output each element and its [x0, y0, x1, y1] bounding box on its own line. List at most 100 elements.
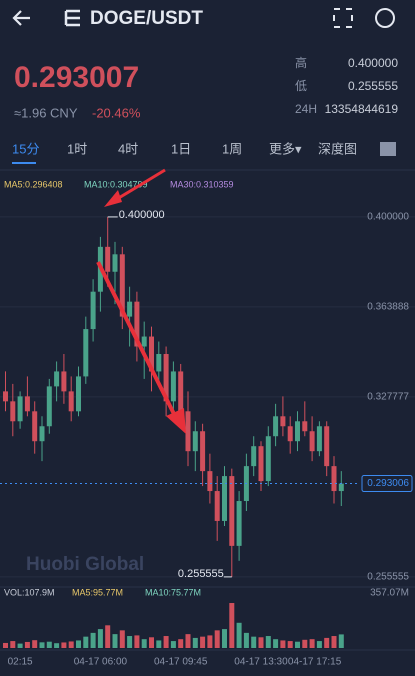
volume-bar [192, 637, 198, 648]
settings-icon[interactable] [375, 8, 395, 28]
volume-bar [295, 641, 300, 648]
candle-body [32, 411, 38, 442]
candle-body [156, 353, 162, 372]
candle-body [76, 376, 81, 412]
volume-bar [141, 639, 147, 648]
stat-label: 高 [295, 55, 307, 70]
volume-bar [207, 635, 213, 648]
candle-body [324, 426, 330, 467]
candle-body [149, 336, 154, 372]
volume-bar [287, 641, 293, 648]
cny: ≈1.96 CNY [14, 105, 78, 120]
stat-label: 低 [295, 79, 307, 93]
volume-bar [54, 643, 60, 648]
candle-body [178, 371, 184, 412]
volume-bar [83, 636, 89, 648]
volume-bar [61, 642, 67, 648]
low-label: 0.255555 [178, 568, 224, 580]
candle-body [222, 476, 227, 521]
tools-icon[interactable] [380, 142, 396, 156]
volume-bar [338, 634, 344, 648]
x-tick-label: 04-17 17:15 [288, 657, 342, 668]
volume-bar [265, 636, 271, 648]
volume-bar [251, 636, 257, 648]
candle-body [273, 416, 279, 437]
candle-body [170, 371, 176, 402]
pair: DOGE/USDT [90, 8, 203, 29]
stat-value: 0.255555 [348, 79, 398, 93]
candle-body [251, 446, 257, 467]
x-tick-label: 04-17 13:30 [234, 657, 288, 668]
tab[interactable]: 深度图 [318, 141, 357, 156]
volume-tick-label: 357.07M [370, 588, 409, 599]
scan-icon[interactable] [333, 8, 353, 28]
candle-body [68, 391, 74, 412]
ma-label: MA30:0.310359 [170, 179, 234, 189]
volume-bar [3, 642, 8, 648]
volume-bar [46, 641, 52, 648]
tab[interactable]: 1日 [171, 141, 191, 156]
candle-body [192, 431, 198, 452]
ma-label: MA5:0.296408 [4, 179, 63, 189]
volume-legend: MA10:75.77M [145, 587, 201, 597]
y-tick-label: 0.400000 [367, 212, 409, 223]
tab[interactable]: 1时 [67, 141, 87, 156]
volume-legend: VOL:107.9M [4, 587, 55, 597]
candle-body [287, 426, 293, 442]
volume-legend: MA5:95.77M [72, 587, 123, 597]
tab-underline [12, 162, 36, 164]
volume-bar [243, 632, 249, 648]
volume-bar [97, 629, 103, 648]
stats: 高 0.400000 低 0.255555 24H 13354844619 [295, 55, 398, 116]
volume-bar [185, 634, 191, 648]
candle-body [119, 254, 125, 317]
candle-body [236, 501, 242, 546]
x-tick-label: 02:15 [8, 657, 33, 668]
chart: 0.400000 0.363888 0.327777 0.255555 0.400000… [0, 209, 415, 668]
volume-bar [324, 637, 330, 648]
candle-body [229, 476, 235, 546]
candle-body [302, 421, 308, 432]
ma-label: MA10:0.304799 [84, 179, 148, 189]
candle-body [127, 301, 133, 317]
volume-bar [200, 636, 206, 648]
menu-icon[interactable] [64, 9, 80, 27]
tab[interactable]: 1周 [222, 141, 242, 156]
change: -20.46% [92, 105, 141, 120]
x-tick-label: 04-17 09:45 [154, 657, 208, 668]
volume-bar [331, 636, 337, 648]
volume-bar [222, 629, 227, 648]
candle-body [17, 396, 23, 422]
y-tick-label: 0.255555 [367, 572, 409, 583]
volume-bar [149, 637, 154, 648]
tab[interactable]: 15分 [12, 141, 39, 156]
volume-bar [68, 641, 74, 648]
volume-bar [90, 632, 96, 648]
arrow [111, 168, 166, 204]
volume-bar [112, 634, 118, 648]
arrowhead [104, 190, 122, 207]
tab[interactable]: 更多▾ [269, 141, 302, 156]
tabs: 15分 1时 4时 1日 1周 更多▾ 深度图 [12, 141, 357, 156]
x-tick-label: 04-17 06:00 [74, 657, 128, 668]
volume-bar [24, 641, 30, 648]
tab[interactable]: 4时 [118, 141, 138, 156]
volume-bar [214, 630, 220, 648]
volume-bar [119, 630, 125, 648]
watermark: Huobi Global [26, 554, 144, 575]
candle-body [141, 336, 147, 347]
candle-body [54, 371, 60, 387]
candle-body [309, 431, 315, 452]
volume-bar [32, 640, 38, 648]
back-button[interactable] [12, 10, 30, 26]
candle-body [163, 353, 169, 402]
volume-bar [309, 639, 315, 648]
volume-bar [134, 635, 140, 648]
high-label: 0.400000 [119, 209, 165, 221]
candle-body [258, 446, 264, 482]
volume-bar [10, 641, 16, 648]
candle-body [214, 491, 220, 521]
volume-bar [302, 639, 308, 648]
